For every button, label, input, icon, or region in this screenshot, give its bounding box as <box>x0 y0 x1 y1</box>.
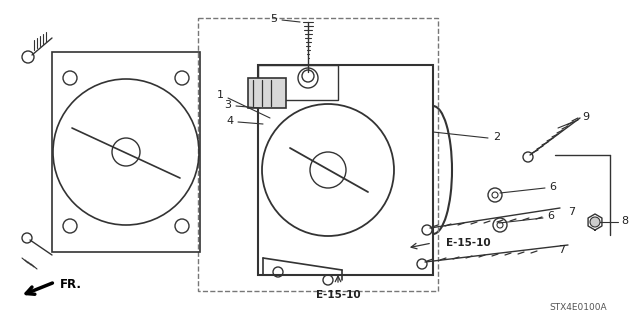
Text: 8: 8 <box>621 216 628 226</box>
Text: 4: 4 <box>227 116 234 126</box>
Bar <box>52 52 200 252</box>
Bar <box>258 65 433 275</box>
Text: 2: 2 <box>493 132 500 142</box>
Text: E-15-10: E-15-10 <box>316 290 360 300</box>
Text: 7: 7 <box>568 207 575 217</box>
Circle shape <box>590 217 600 227</box>
Text: 6: 6 <box>547 211 554 221</box>
Text: 9: 9 <box>582 112 589 122</box>
Text: 7: 7 <box>559 245 566 255</box>
Text: 5: 5 <box>271 14 278 24</box>
Text: FR.: FR. <box>60 278 82 291</box>
Text: 3: 3 <box>225 100 232 110</box>
Bar <box>258 65 338 100</box>
Bar <box>198 18 438 291</box>
Text: 1: 1 <box>216 90 223 100</box>
Bar <box>248 78 286 108</box>
Text: STX4E0100A: STX4E0100A <box>549 303 607 313</box>
Text: 6: 6 <box>550 182 557 192</box>
Text: E-15-10: E-15-10 <box>445 238 490 248</box>
